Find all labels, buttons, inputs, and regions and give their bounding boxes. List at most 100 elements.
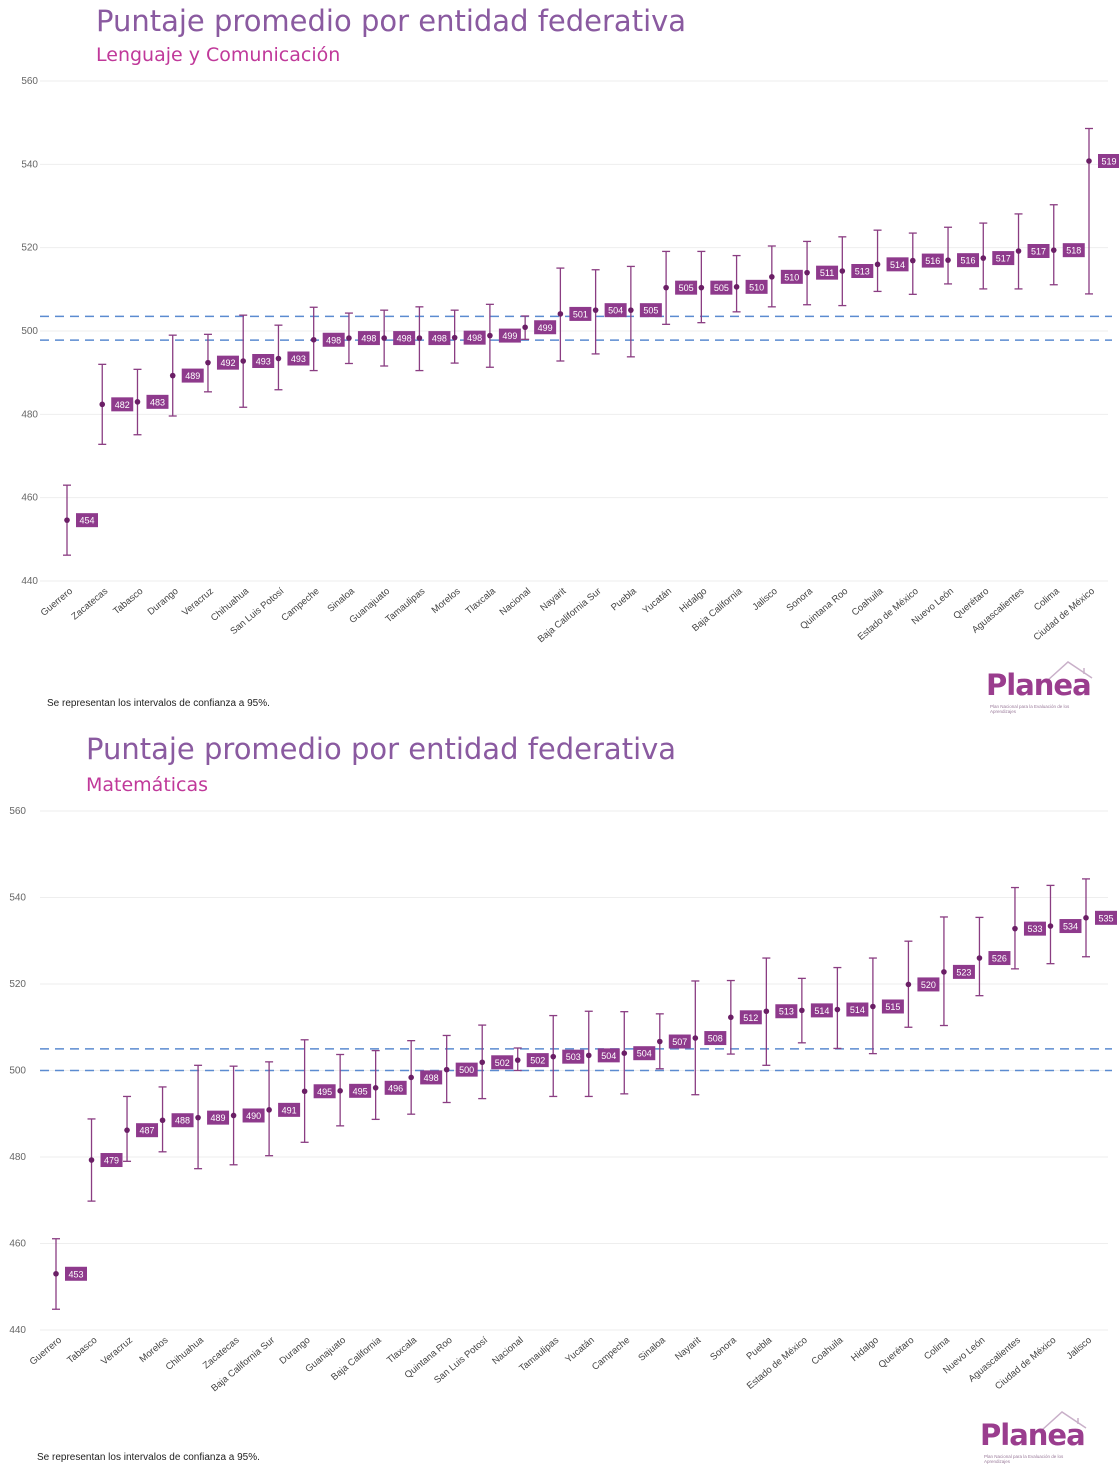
chart-subtitle: Lenguaje y Comunicación (96, 44, 341, 66)
data-point (266, 1107, 272, 1113)
data-label-box (498, 328, 521, 343)
data-point (905, 981, 912, 988)
data-label-box (639, 303, 662, 318)
data-label: 526 (992, 954, 1007, 964)
data-label-box (146, 394, 169, 409)
data-label-box (287, 351, 310, 366)
data-label: 511 (820, 268, 834, 278)
data-label: 504 (608, 306, 623, 316)
logo-roof-icon (1041, 1411, 1087, 1431)
x-category-label: Sonora (784, 585, 815, 614)
data-point (301, 1088, 308, 1095)
data-point (522, 324, 528, 331)
y-tick-label: 440 (21, 576, 38, 587)
x-category-label: Zacatecas (70, 586, 111, 623)
x-category-label: Morelos (138, 1335, 171, 1365)
x-category-label: Sinaloa (326, 585, 358, 614)
x-category-label: Tabasco (65, 1335, 99, 1366)
data-label: 513 (779, 1007, 794, 1017)
data-label-box (816, 265, 839, 280)
x-category-label: Ciudad de México (993, 1335, 1058, 1392)
data-point (769, 274, 775, 280)
x-category-label: Chihuahua (164, 1334, 207, 1372)
data-point (230, 1112, 237, 1119)
data-point (169, 372, 176, 379)
data-label: 500 (459, 1065, 474, 1075)
y-tick-label: 440 (9, 1325, 26, 1336)
data-label-box (455, 1062, 478, 1077)
data-label: 514 (850, 1005, 865, 1015)
data-point (64, 517, 70, 523)
data-label: 491 (282, 1105, 297, 1115)
data-label-box (957, 253, 980, 268)
x-category-label: Tabasco (111, 586, 145, 617)
data-label: 498 (361, 334, 376, 344)
data-point (621, 1050, 628, 1056)
data-label-box (491, 1055, 514, 1070)
y-tick-label: 480 (21, 409, 38, 420)
chart-panel-lenguaje: Puntaje promedio por entidad federativa … (0, 0, 1119, 725)
data-label: 513 (855, 267, 870, 277)
data-point (839, 268, 846, 274)
data-label-box (534, 320, 557, 335)
data-label: 493 (256, 357, 271, 367)
data-point (728, 1014, 734, 1021)
data-label: 512 (743, 1013, 758, 1023)
data-point (381, 335, 387, 341)
data-label: 490 (246, 1111, 261, 1121)
data-point (557, 311, 564, 317)
data-label-box (597, 1048, 620, 1063)
data-point (451, 334, 458, 341)
data-label: 523 (956, 967, 971, 977)
planea-logo: Planea Plan Nacional para la Evaluación … (986, 661, 1106, 718)
data-label-box (952, 964, 975, 979)
x-category-label: Guerrero (28, 1335, 64, 1368)
data-label-box (1023, 921, 1046, 936)
data-point (408, 1074, 414, 1081)
data-point (592, 307, 599, 313)
data-label: 505 (714, 283, 729, 293)
data-label-box (851, 264, 874, 278)
data-point (240, 358, 247, 364)
x-category-label: Jalisco (1065, 1335, 1094, 1362)
x-category-label: Coahuila (810, 1334, 846, 1367)
data-point (53, 1270, 59, 1277)
data-point (134, 399, 141, 405)
data-label-box (278, 1102, 301, 1117)
data-label: 498 (432, 334, 447, 344)
x-category-label: Durango (146, 586, 181, 618)
data-point (1050, 247, 1057, 253)
x-category-label: Ciudad de México (1032, 586, 1097, 643)
data-label: 499 (538, 323, 553, 333)
data-point (205, 359, 211, 366)
x-category-label: Tlaxcala (464, 585, 499, 617)
data-label-box (207, 1110, 230, 1125)
data-label: 510 (784, 272, 799, 282)
data-label-box (810, 1003, 833, 1018)
data-point (733, 284, 740, 290)
data-label-box (526, 1053, 549, 1068)
data-label: 505 (679, 283, 694, 293)
data-label-box (569, 306, 592, 321)
x-category-label: Veracruz (99, 1335, 135, 1368)
data-label: 507 (672, 1037, 687, 1047)
data-label-box (668, 1034, 691, 1049)
data-point (804, 269, 810, 276)
data-label: 503 (566, 1052, 581, 1062)
data-label: 498 (397, 334, 412, 344)
data-label-box (881, 999, 904, 1014)
x-category-label: Sinaloa (636, 1334, 668, 1363)
data-label-box (604, 303, 627, 318)
data-label: 454 (79, 516, 94, 526)
data-label-box (428, 331, 451, 346)
data-label: 482 (115, 400, 130, 410)
x-category-label: Querétaro (876, 1335, 916, 1371)
data-label-box (846, 1002, 869, 1017)
data-point (1047, 923, 1054, 929)
data-point (585, 1052, 592, 1059)
data-label-box (65, 1266, 87, 1281)
data-point (275, 355, 282, 362)
x-category-label: Estado de México (745, 1335, 810, 1392)
data-label: 516 (961, 256, 976, 266)
data-point (514, 1057, 521, 1063)
